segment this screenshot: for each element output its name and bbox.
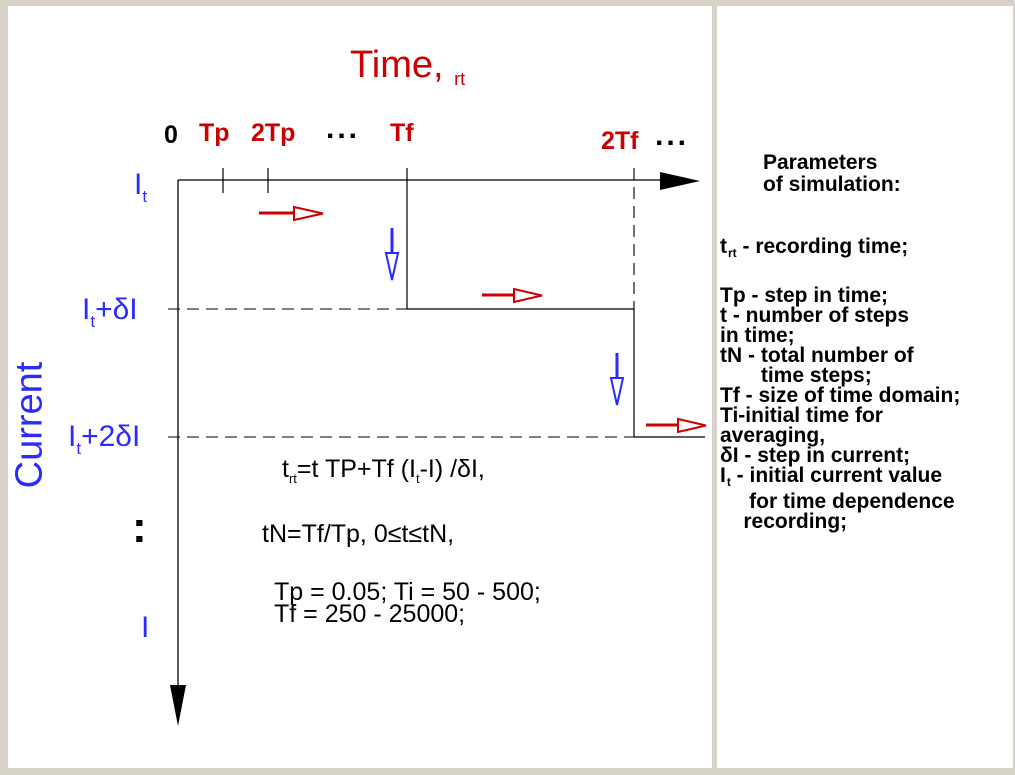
tick-label-dots2: ... bbox=[655, 119, 690, 152]
current-label-level1: It+δI bbox=[82, 293, 138, 331]
blue-arrow-2 bbox=[609, 353, 625, 406]
tick-label-2tp: 2Tp bbox=[251, 119, 296, 147]
param-line: time steps; bbox=[720, 364, 872, 387]
current-label-level2: It+2δI bbox=[68, 420, 141, 458]
current-label-last: I bbox=[141, 611, 150, 644]
diagram-panel bbox=[8, 6, 712, 768]
param-line: Tp - step in time; bbox=[720, 284, 888, 307]
current-axis-title: Current bbox=[8, 361, 51, 489]
param-line: t - number of steps bbox=[720, 304, 910, 327]
tick-label-tp: Tp bbox=[199, 119, 230, 147]
title-sub: rt bbox=[454, 69, 466, 89]
param-trt: trt - recording time; bbox=[720, 235, 909, 260]
formula-tn: tN=Tf/Tp, 0≤t≤tN, bbox=[262, 520, 455, 548]
tick-label-zero: 0 bbox=[164, 121, 178, 149]
param-line: Ti-initial time for bbox=[720, 404, 883, 427]
param-line: for time dependence bbox=[720, 490, 955, 513]
param-line: recording; bbox=[720, 510, 848, 533]
tick-label-dots1: ... bbox=[326, 112, 361, 145]
current-label-level0: It bbox=[134, 168, 148, 206]
param-line: Tf - size of time domain; bbox=[720, 384, 961, 407]
param-line: averaging, bbox=[720, 424, 826, 447]
param-line: δI - step in current; bbox=[720, 444, 911, 467]
diagram-title: Time, rt bbox=[350, 44, 465, 90]
formula-tf: Tf = 250 - 25000; bbox=[274, 600, 466, 628]
blue-arrow-1 bbox=[384, 228, 400, 281]
formula-recording-time: trt=t TP+Tf (It-I) /δI, bbox=[282, 455, 485, 486]
param-list: Tp - step in time; t - number of steps i… bbox=[720, 284, 961, 533]
red-arrow-3 bbox=[646, 417, 707, 434]
time-axis-arrowhead bbox=[660, 172, 700, 190]
param-line: in time; bbox=[720, 324, 795, 347]
parameters-heading: Parameters of simulation: bbox=[763, 151, 901, 196]
param-line: tN - total number of bbox=[720, 344, 914, 367]
param-it: It - initial current value bbox=[720, 464, 943, 489]
red-arrow-1 bbox=[259, 205, 324, 222]
formula-tp-ti: Tp = 0.05; Ti = 50 - 500; bbox=[274, 578, 541, 606]
parameters-panel bbox=[717, 6, 1013, 768]
tick-label-2tf: 2Tf bbox=[601, 127, 639, 155]
tick-label-tf: Tf bbox=[390, 119, 414, 147]
current-axis-arrowhead bbox=[170, 685, 186, 726]
current-axis-dots: : bbox=[132, 503, 147, 552]
red-arrow-2 bbox=[482, 287, 543, 304]
title-text: Time, bbox=[350, 44, 455, 86]
